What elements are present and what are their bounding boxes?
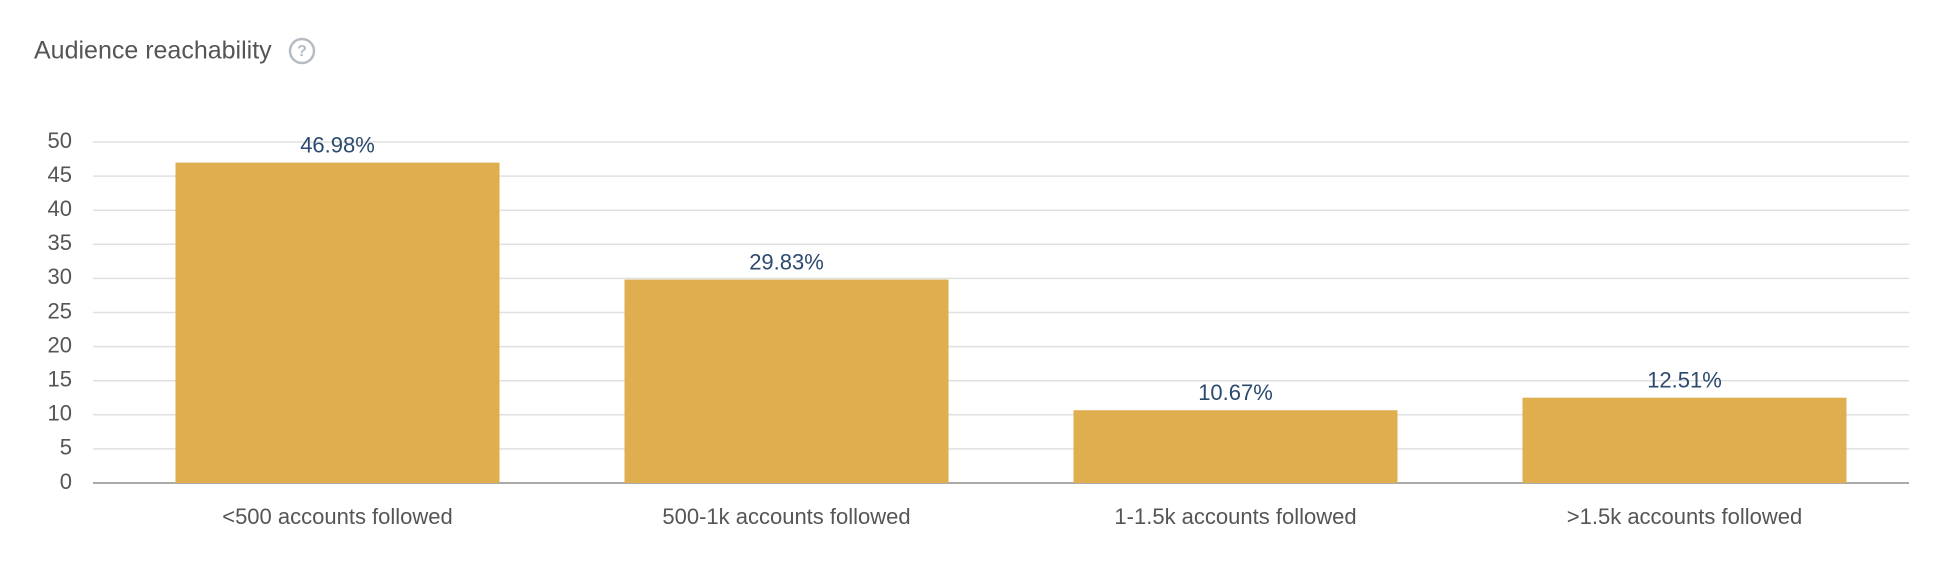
y-tick-label: 15 (48, 367, 72, 392)
value-label: 46.98% (300, 132, 375, 157)
value-label: 29.83% (749, 249, 824, 274)
help-circle (288, 37, 316, 65)
y-tick-label: 45 (48, 162, 72, 187)
x-tick-label: 500-1k accounts followed (662, 504, 910, 529)
bar (1522, 397, 1847, 483)
x-tick-label: <500 accounts followed (222, 504, 453, 529)
y-tick-label: 20 (48, 332, 72, 357)
y-tick-label: 10 (48, 401, 72, 426)
bar (1073, 410, 1398, 483)
y-tick-label: 35 (48, 230, 72, 255)
y-tick-label: 5 (60, 435, 72, 460)
bar (175, 162, 500, 483)
x-tick-label: 1-1.5k accounts followed (1114, 504, 1356, 529)
y-tick-label: 50 (48, 128, 72, 153)
y-tick-label: 40 (48, 196, 72, 221)
help-mark: ? (297, 43, 307, 60)
value-label: 10.67% (1198, 380, 1273, 405)
y-tick-label: 30 (48, 264, 72, 289)
x-tick-label: >1.5k accounts followed (1567, 504, 1802, 529)
y-tick-label: 0 (60, 469, 72, 494)
y-tick-label: 25 (48, 298, 72, 323)
bar (624, 279, 949, 483)
value-label: 12.51% (1647, 367, 1722, 392)
chart-title: Audience reachability (34, 37, 272, 65)
help-icon[interactable]: ? (288, 37, 316, 65)
